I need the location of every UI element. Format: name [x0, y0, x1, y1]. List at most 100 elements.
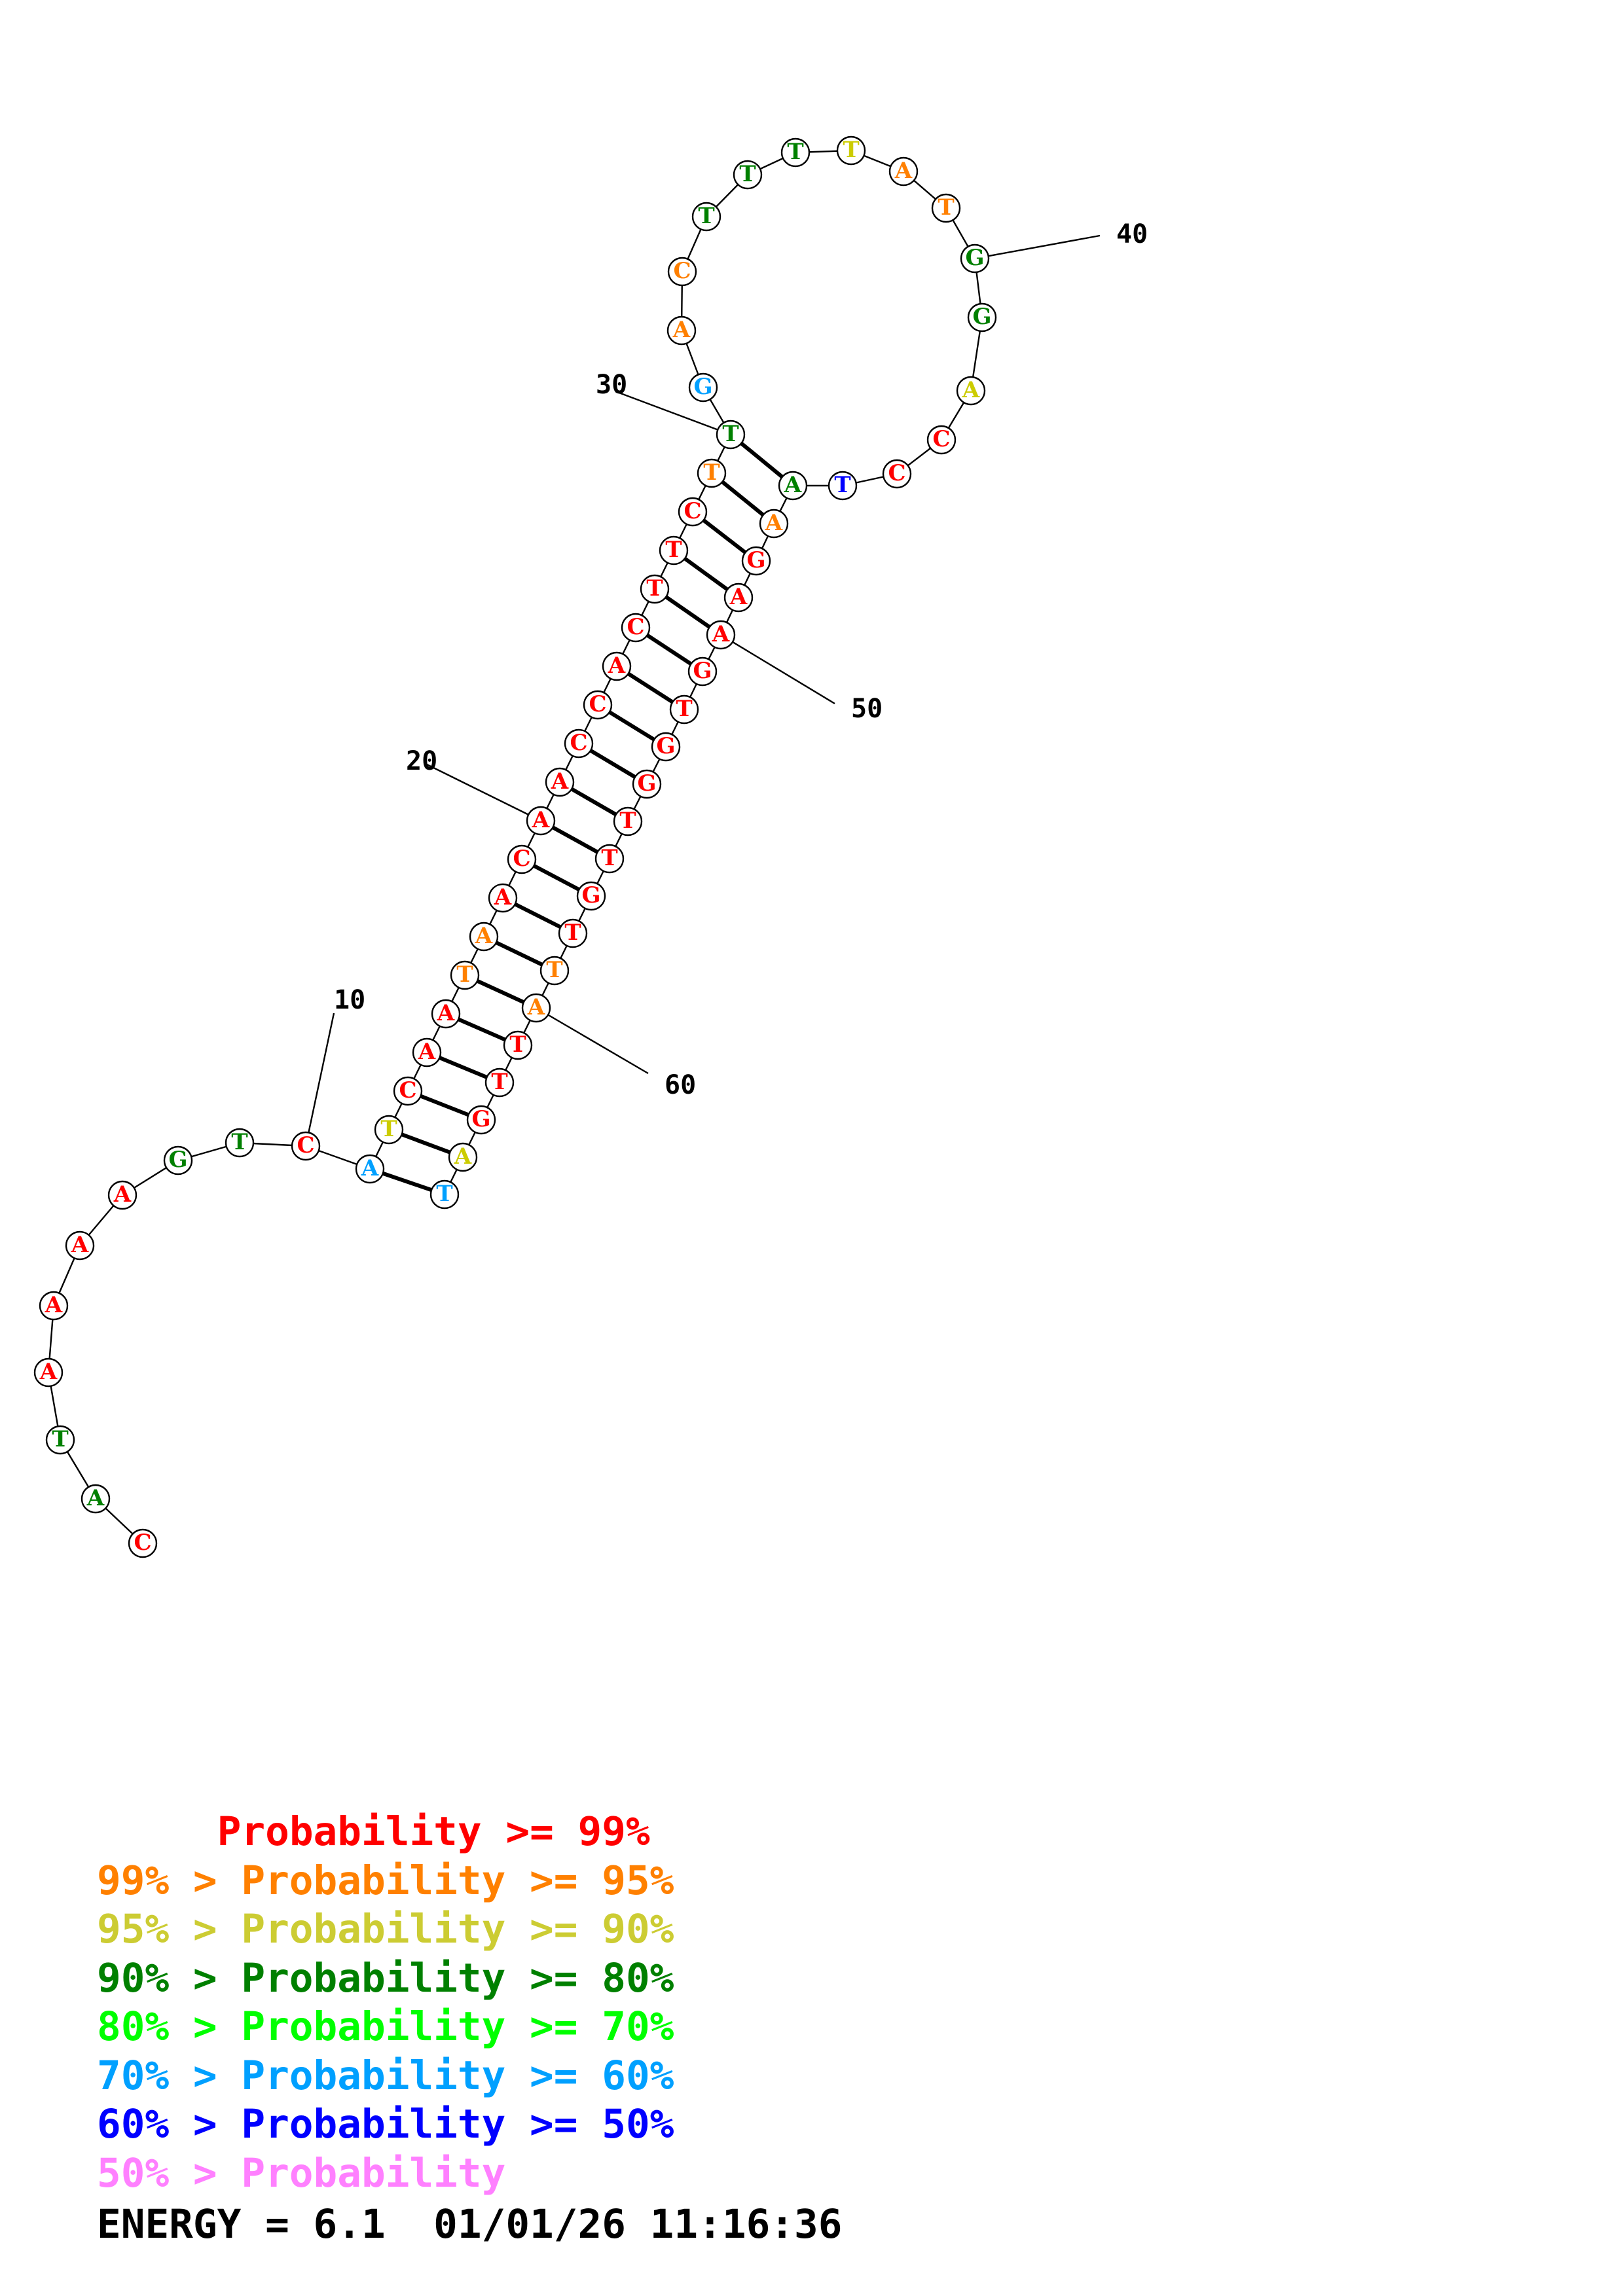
nucleotide-base: A: [532, 807, 550, 833]
nucleotide: A: [107, 1180, 137, 1210]
nucleotide: A: [526, 806, 556, 836]
nucleotide-circle: [621, 613, 651, 643]
nucleotide: G: [651, 732, 681, 762]
nucleotide-base: G: [746, 547, 765, 573]
nucleotide-base: T: [703, 459, 720, 486]
nucleotide-circle: [602, 651, 632, 681]
nucleotide: C: [667, 257, 697, 287]
legend-threshold: 60% >: [97, 2101, 242, 2147]
nucleotide: A: [706, 620, 736, 650]
nucleotide: C: [926, 425, 957, 455]
nucleotide-circle: [225, 1128, 255, 1158]
nucleotide-base: A: [527, 994, 545, 1020]
nucleotide: A: [602, 651, 632, 681]
legend-entry: 99% > Probability >= 95%: [97, 1861, 674, 1901]
legend-entry: 90% > Probability >= 80%: [97, 1958, 674, 1998]
nucleotide-base: A: [39, 1359, 58, 1385]
nucleotide-base: T: [739, 161, 756, 187]
position-label-leader: [426, 763, 541, 822]
nucleotide-base: G: [168, 1147, 187, 1173]
nucleotide-base: A: [551, 768, 569, 795]
nucleotide-base: T: [491, 1069, 507, 1095]
position-label: 10: [334, 985, 365, 1015]
nucleotide-base: C: [570, 730, 587, 756]
nucleotide-base: C: [134, 1530, 151, 1556]
nucleotide-base: A: [418, 1039, 436, 1065]
nucleotide: T: [931, 193, 961, 223]
nucleotide: C: [621, 613, 651, 643]
nucleotide-circle: [583, 690, 613, 720]
nucleotide: C: [291, 1131, 321, 1161]
legend-threshold: 70% >: [97, 2052, 242, 2099]
nucleotide-circle: [374, 1115, 404, 1145]
position-label: 60: [665, 1070, 696, 1100]
nucleotide: A: [488, 883, 518, 913]
nucleotide-circle: [107, 1180, 137, 1210]
nucleotide-circle: [836, 135, 866, 166]
nucleotide: T: [503, 1030, 533, 1060]
nucleotide-base: A: [672, 317, 691, 343]
nucleotide-base: C: [932, 426, 950, 452]
nucleotide-circle: [488, 883, 518, 913]
nucleotide-base: A: [894, 158, 913, 184]
nucleotide: T: [780, 137, 811, 168]
nucleotide-circle: [716, 420, 746, 450]
nucleotide: T: [836, 135, 866, 166]
position-label-leader: [615, 390, 731, 436]
nucleotide-base: A: [608, 653, 626, 679]
nucleotide: A: [431, 999, 461, 1029]
nucleotide-circle: [931, 193, 961, 223]
legend-entry: 95% > Probability >= 90%: [97, 1909, 674, 1949]
nucleotide-circle: [429, 1179, 460, 1210]
nucleotide-circle: [521, 993, 551, 1023]
nucleotide-circle: [39, 1291, 69, 1321]
nucleotide-circle: [640, 574, 670, 604]
nucleotide-circle: [539, 956, 570, 986]
nucleotide: A: [521, 993, 551, 1023]
nucleotide: C: [393, 1076, 423, 1106]
nucleotide-circle: [667, 257, 697, 287]
nucleotide-circle: [828, 471, 858, 501]
nucleotide: T: [613, 806, 643, 836]
position-label: 20: [406, 746, 437, 776]
nucleotide-base: A: [437, 1000, 455, 1026]
nucleotide-base: C: [297, 1132, 314, 1158]
nucleotide-circle: [888, 156, 919, 187]
nucleotide: T: [697, 458, 727, 488]
legend-label: Probability >= 70%: [241, 2003, 674, 2050]
nucleotide: G: [741, 546, 771, 576]
nucleotide: A: [412, 1037, 442, 1067]
nucleotide: G: [632, 769, 662, 799]
nucleotide: G: [576, 881, 606, 911]
legend-label: Probability >= 95%: [241, 1857, 674, 1904]
nucleotide: C: [583, 690, 613, 720]
legend-threshold: 90% >: [97, 1954, 242, 2001]
nucleotide-circle: [967, 302, 997, 332]
nucleotide-base: T: [722, 421, 739, 447]
nucleotide-circle: [507, 844, 537, 874]
legend-threshold: 99% >: [97, 1857, 242, 1904]
legend-threshold: 50% >: [97, 2149, 242, 2197]
nucleotide-base: G: [965, 245, 984, 271]
nucleotide: T: [374, 1115, 404, 1145]
nucleotide-base: C: [513, 846, 530, 872]
nucleotide: T: [733, 160, 763, 190]
nucleotide-base: T: [231, 1129, 247, 1155]
nucleotide-base: A: [113, 1181, 132, 1208]
nucleotide: A: [545, 767, 575, 797]
legend-label: Probability >= 99%: [217, 1808, 650, 1855]
nucleotide: G: [687, 656, 718, 687]
nucleotide-circle: [691, 202, 721, 232]
legend-label: Probability >= 90%: [241, 1906, 674, 1952]
nucleotide: G: [163, 1145, 193, 1175]
nucleotide-base: T: [456, 961, 473, 988]
nucleotide: T: [484, 1067, 515, 1098]
nucleotide-circle: [688, 372, 718, 403]
nucleotide-circle: [484, 1067, 515, 1098]
nucleotide-circle: [926, 425, 957, 455]
legend-threshold: 80% >: [97, 2003, 242, 2050]
position-label-leaders: [304, 234, 1101, 1147]
nucleotide-circle: [355, 1154, 385, 1184]
